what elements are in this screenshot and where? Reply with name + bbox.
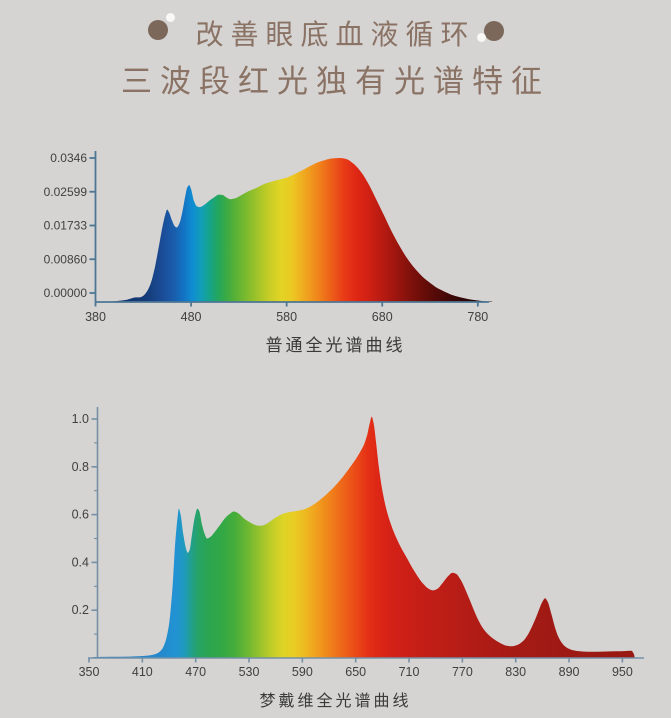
y-tick-label: 0.0346 [50, 151, 87, 165]
x-tick-label: 650 [345, 665, 366, 679]
x-tick-label: 410 [132, 665, 153, 679]
y-tick-label: 0.00860 [44, 252, 88, 266]
axes [88, 407, 644, 663]
y-tick-label: 0.4 [72, 555, 89, 569]
x-tick-label: 770 [452, 665, 473, 679]
x-tick-label: 890 [559, 665, 580, 679]
y-tick-label: 0.2 [72, 603, 89, 617]
y-tick-label: 0.00000 [44, 286, 88, 300]
x-tick-label: 710 [399, 665, 420, 679]
x-tick-label: 580 [276, 310, 297, 324]
spectrum-area [93, 416, 635, 658]
tick-labels: 0.0346 0.02599 0.01733 0.00860 0.00000 380 480… [44, 151, 489, 324]
x-tick-label: 350 [79, 665, 100, 679]
y-tick-label: 0.6 [72, 508, 89, 522]
decorative-dot-left [148, 20, 168, 40]
x-tick-label: 590 [292, 665, 313, 679]
decorative-dot-right-highlight [477, 33, 486, 42]
x-tick-label: 470 [185, 665, 206, 679]
ordinary-full-spectrum-chart: 0.0346 0.02599 0.01733 0.00860 0.00000 380 480… [44, 151, 493, 324]
x-tick-label: 680 [372, 310, 393, 324]
chart2-caption: 梦戴维全光谱曲线 [259, 693, 412, 710]
header-title-line1: 改善眼底血液循环 [195, 19, 476, 50]
decorative-dot-right [484, 21, 504, 41]
y-tick-label: 0.02599 [44, 185, 88, 199]
chart1-caption: 普通全光谱曲线 [265, 336, 406, 355]
x-tick-label: 530 [239, 665, 260, 679]
y-tick-label: 0.01733 [44, 219, 88, 233]
x-tick-label: 830 [505, 665, 526, 679]
x-tick-label: 780 [467, 310, 488, 324]
y-tick-label: 1.0 [72, 412, 89, 426]
spectrum-area [95, 158, 493, 302]
mengdaiwei-full-spectrum-chart: 1.0 0.8 0.6 0.4 0.2 350 410 470 530 590 650 710 770 8… [72, 407, 644, 679]
y-tick-label: 0.8 [72, 460, 89, 474]
x-tick-label: 380 [85, 310, 106, 324]
x-tick-label: 480 [181, 310, 202, 324]
axes [89, 151, 489, 307]
decorative-dot-left-highlight [166, 13, 175, 22]
x-tick-label: 950 [612, 665, 633, 679]
tick-labels: 1.0 0.8 0.6 0.4 0.2 350 410 470 530 590 650 710 770 8… [72, 412, 633, 679]
header-title-line2: 三波段红光独有光谱特征 [121, 64, 550, 99]
